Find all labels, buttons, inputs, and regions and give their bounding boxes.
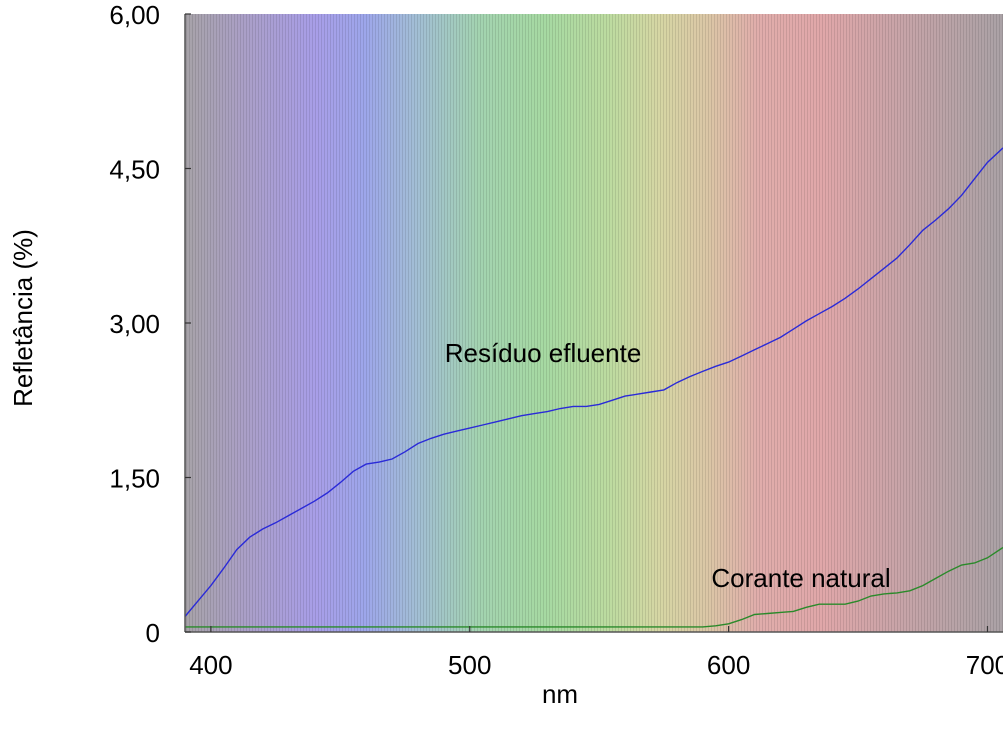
series-annotation: Resíduo efluente: [445, 338, 642, 368]
x-axis-title: nm: [542, 679, 578, 709]
x-tick-label: 500: [448, 650, 491, 680]
y-tick-label: 4,50: [109, 155, 160, 185]
x-tick-label: 400: [189, 650, 232, 680]
spectrum-hatching: [185, 14, 1003, 632]
series-group: [184, 147, 1003, 628]
x-tick-label: 600: [707, 650, 750, 680]
series-line-corante-natural: [185, 546, 1003, 628]
spectrum-background-group: [185, 14, 1003, 632]
annotations-group: Resíduo efluente Corante natural: [445, 338, 891, 593]
series-annotation: Corante natural: [711, 563, 890, 593]
x-tick-label: 700: [966, 650, 1003, 680]
y-axis-title: Refletância (%): [8, 229, 38, 407]
y-tick-label: 6,00: [109, 0, 160, 30]
y-tick-label: 0: [146, 618, 160, 648]
ticks-group: 400 500 600 700 0 1,50 3,00 4,50 6,00: [109, 0, 1003, 680]
y-tick-label: 1,50: [109, 464, 160, 494]
series-line-residuo-efluente: [184, 147, 1003, 617]
y-tick-label: 3,00: [109, 309, 160, 339]
